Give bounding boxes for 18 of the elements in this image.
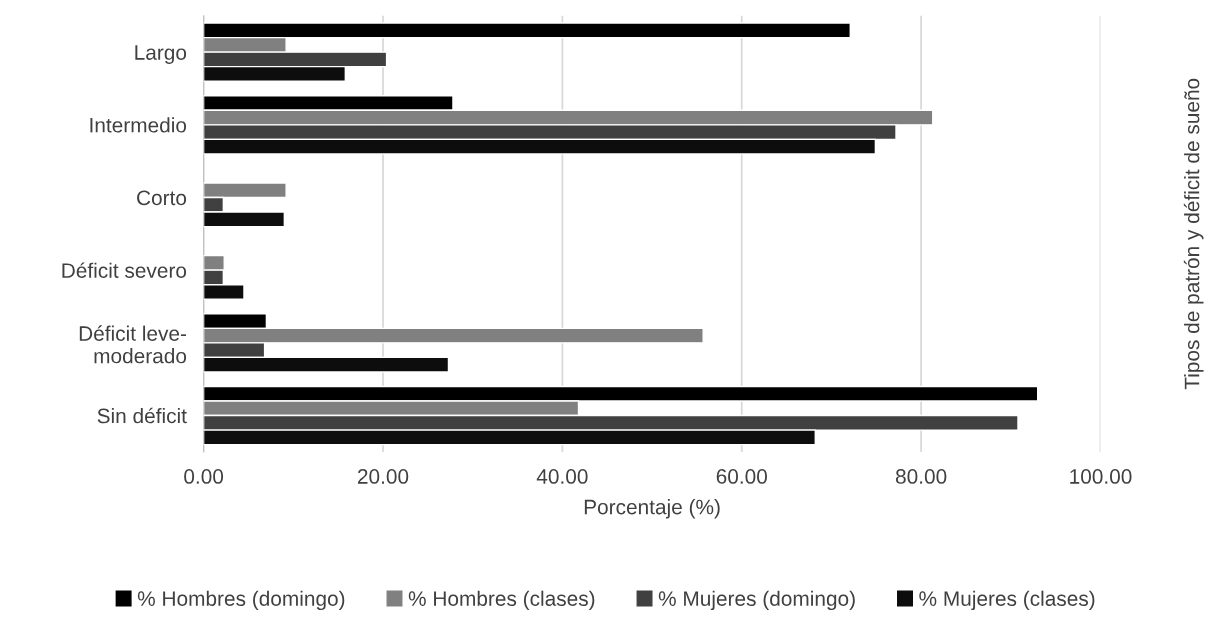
y-tick-label: Intermedio [90, 117, 187, 133]
y-axis-title: Tipos de patrón y déficit de sueño [1183, 78, 1204, 390]
x-tick-label: 0.00 [184, 469, 224, 484]
x-tick-label: 80.00 [895, 469, 947, 484]
y-tick-label: Largo [135, 45, 187, 65]
x-tick-label: 20.00 [357, 469, 409, 484]
y-tick-label: Déficit leve- moderado [79, 325, 187, 364]
x-tick-label: 100.00 [1070, 469, 1132, 484]
y-tick-label: Déficit severo [62, 262, 187, 278]
x-tick-label: 60.00 [716, 469, 767, 484]
y-tick-label: Sin déficit [97, 407, 187, 424]
legend-label: % Mujeres (domingo) [658, 590, 855, 611]
y-tick-label: Corto [137, 190, 187, 206]
legend-label: % Hombres (clases) [408, 590, 595, 611]
legend-label: % Mujeres (clases) [919, 590, 1095, 611]
legend-label: % Hombres (domingo) [137, 590, 345, 611]
x-tick-label: 40.00 [536, 469, 588, 484]
x-axis-title: Porcentaje (%) [584, 499, 720, 519]
